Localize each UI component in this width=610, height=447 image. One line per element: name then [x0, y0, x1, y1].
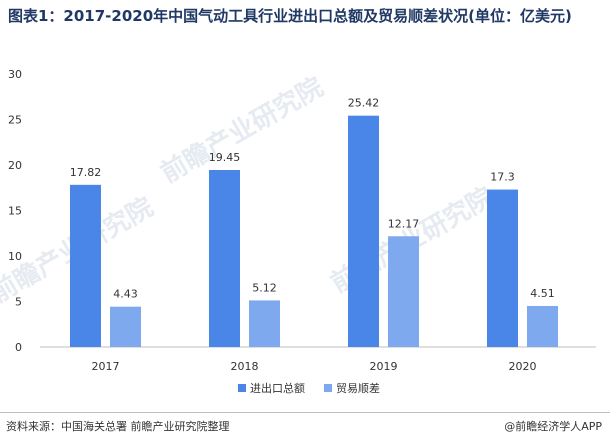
y-tick-label: 25: [8, 114, 22, 127]
bar-total: [70, 184, 101, 347]
bar-surplus: [110, 306, 141, 347]
y-tick-label: 10: [8, 250, 22, 263]
y-tick-label: 30: [8, 68, 22, 81]
data-label: 5.12: [252, 281, 277, 294]
bar-total: [209, 170, 240, 347]
y-tick-label: 20: [8, 159, 22, 172]
bar-surplus: [388, 236, 419, 347]
data-label: 19.45: [209, 151, 241, 164]
x-tick-label: 2020: [509, 360, 537, 373]
bar-total: [348, 115, 379, 347]
data-label: 4.51: [530, 287, 555, 300]
data-label: 17.82: [70, 166, 102, 179]
legend-swatch: [324, 384, 332, 392]
bar-surplus: [249, 300, 280, 347]
legend-swatch: [238, 384, 246, 392]
bar-surplus: [527, 305, 558, 347]
y-tick-label: 0: [15, 341, 22, 354]
data-label: 17.3: [490, 171, 515, 184]
x-tick-label: 2019: [370, 360, 398, 373]
footer-divider: [0, 412, 610, 413]
bar-total: [487, 189, 518, 347]
bar-chart: 0 5 10 15 20 25 30 17.82 4.43 2017 19.45 5.12 2018 25…: [8, 68, 596, 395]
data-label: 25.42: [348, 97, 380, 110]
x-tick-label: 2018: [231, 360, 259, 373]
x-tick-label: 2017: [92, 360, 120, 373]
brand-label: @前瞻经济学人APP: [504, 420, 602, 433]
legend-label: 进出口总额: [250, 381, 305, 395]
source-note: 资料来源：中国海关总署 前瞻产业研究院整理: [6, 420, 230, 433]
chart-title: 图表1：2017-2020年中国气动工具行业进出口总额及贸易顺差状况(单位：亿美…: [8, 7, 572, 25]
y-tick-label: 15: [8, 205, 22, 218]
legend-label: 贸易顺差: [336, 381, 380, 395]
data-label: 4.43: [113, 288, 138, 301]
data-label: 12.17: [388, 217, 420, 230]
y-tick-label: 5: [15, 296, 22, 309]
